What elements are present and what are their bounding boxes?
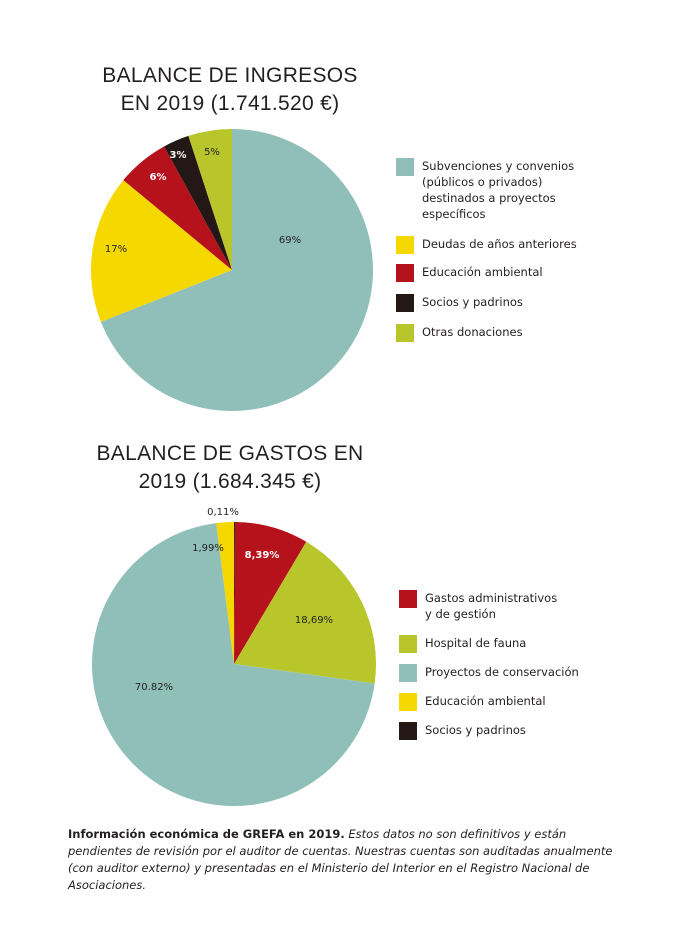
- legend-label: Educación ambiental: [422, 265, 543, 279]
- income-slice-0: [100, 129, 373, 411]
- legend-label: Educación ambiental: [425, 694, 546, 708]
- expenses-legend-item: Gastos administrativos y de gestión: [399, 590, 600, 622]
- legend-label: Socios y padrinos: [422, 295, 523, 309]
- caption-bold: Información económica de GREFA en 2019.: [68, 827, 345, 841]
- income-chart-title: BALANCE DE INGRESOS EN 2019 (1.741.520 €…: [0, 62, 460, 118]
- income-legend-item: Educación ambiental: [396, 264, 597, 282]
- expenses-legend-item: Hospital de fauna: [399, 635, 600, 653]
- legend-swatch: [399, 635, 417, 653]
- expenses-slice-label-3: 1,99%: [192, 543, 224, 554]
- income-legend-item: Deudas de años anteriores: [396, 236, 597, 254]
- income-legend-item: Socios y padrinos: [396, 294, 597, 312]
- income-slice-label-3: 3%: [170, 150, 187, 161]
- legend-swatch: [396, 264, 414, 282]
- expenses-title-line-1: BALANCE DE GASTOS EN: [96, 442, 364, 465]
- legend-swatch: [396, 294, 414, 312]
- expenses-slice-1: [234, 541, 376, 684]
- income-slice-label-1: 17%: [105, 244, 127, 255]
- expenses-slice-label-4: 0,11%: [207, 507, 239, 518]
- expenses-slice-0: [234, 522, 307, 664]
- legend-label: Deudas de años anteriores: [422, 237, 577, 251]
- expenses-slice-4: [234, 522, 235, 664]
- income-slice-4: [188, 129, 232, 270]
- expenses-title-line-2: 2019 (1.684.345 €): [138, 470, 322, 493]
- expenses-legend-item: Proyectos de conservación: [399, 664, 600, 682]
- expenses-chart-title: BALANCE DE GASTOS EN 2019 (1.684.345 €): [0, 440, 460, 496]
- expenses-legend-item: Socios y padrinos: [399, 722, 600, 740]
- legend-swatch: [396, 236, 414, 254]
- income-title-line-2: EN 2019 (1.741.520 €): [120, 92, 340, 115]
- expenses-slice-2: [91, 523, 375, 806]
- income-legend-item: Subvenciones y convenios (públicos o pri…: [396, 158, 597, 222]
- legend-swatch: [396, 324, 414, 342]
- income-slice-label-0: 69%: [279, 235, 301, 246]
- legend-label: Gastos administrativos y de gestión: [425, 591, 558, 621]
- legend-swatch: [399, 693, 417, 711]
- income-slice-label-4: 5%: [204, 147, 220, 158]
- legend-label: Proyectos de conservación: [425, 665, 579, 679]
- legend-swatch: [399, 590, 417, 608]
- legend-swatch: [399, 664, 417, 682]
- income-slice-2: [123, 146, 232, 270]
- income-slice-3: [164, 135, 232, 270]
- income-slice-1: [91, 180, 232, 322]
- caption-italic: Estos datos no son definitivos y están p…: [68, 827, 613, 892]
- expenses-slice-label-0: 8,39%: [245, 550, 280, 561]
- income-title-line-1: BALANCE DE INGRESOS: [102, 64, 358, 87]
- legend-label: Socios y padrinos: [425, 723, 526, 737]
- income-legend-item: Otras donaciones: [396, 324, 597, 342]
- legend-label: Subvenciones y convenios (públicos o pri…: [422, 159, 575, 221]
- expenses-slice-label-2: 70.82%: [135, 682, 173, 693]
- income-slice-label-2: 6%: [150, 172, 167, 183]
- expenses-slice-label-1: 18,69%: [295, 615, 333, 626]
- legend-swatch: [396, 158, 414, 176]
- legend-label: Hospital de fauna: [425, 636, 527, 650]
- caption: Información económica de GREFA en 2019. …: [68, 826, 628, 894]
- expenses-slice-3: [216, 522, 234, 664]
- legend-swatch: [399, 722, 417, 740]
- expenses-legend-item: Educación ambiental: [399, 693, 600, 711]
- legend-label: Otras donaciones: [422, 325, 523, 339]
